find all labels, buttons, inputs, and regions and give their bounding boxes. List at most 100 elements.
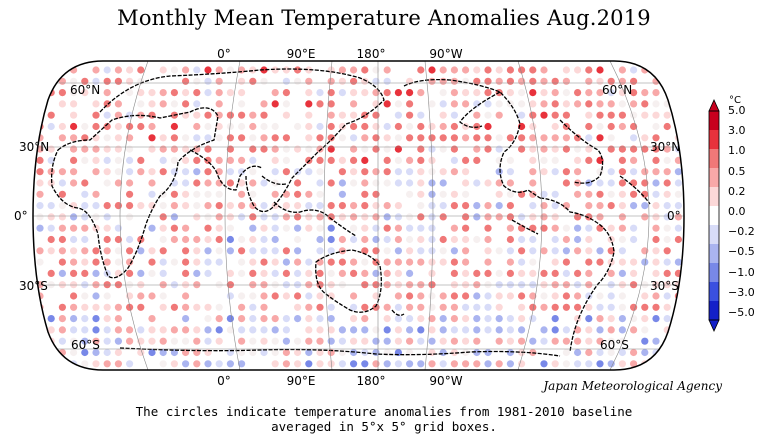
anomaly-circle xyxy=(271,348,279,357)
anomaly-circle xyxy=(182,360,190,368)
anomaly-circle xyxy=(36,202,44,210)
anomaly-circle xyxy=(450,348,458,357)
anomaly-circle xyxy=(417,145,425,153)
anomaly-circle xyxy=(81,247,89,255)
anomaly-circle xyxy=(170,360,178,368)
lat-label-left-30n: 30°N xyxy=(19,140,49,154)
anomaly-circle xyxy=(271,89,279,97)
anomaly-circle xyxy=(148,134,156,142)
anomaly-circle xyxy=(327,235,335,244)
anomaly-circle xyxy=(462,269,470,277)
anomaly-circle xyxy=(462,66,470,74)
anomaly-circle xyxy=(193,190,201,198)
anomaly-circle xyxy=(137,111,145,119)
anomaly-circle xyxy=(327,145,335,153)
anomaly-circle xyxy=(383,303,391,311)
anomaly-circle xyxy=(137,303,145,311)
anomaly-circle xyxy=(417,168,425,176)
anomaly-circle xyxy=(551,269,559,277)
anomaly-circle xyxy=(327,202,335,210)
anomaly-circle xyxy=(260,269,268,277)
anomaly-circle xyxy=(327,269,335,277)
anomaly-circle xyxy=(361,145,369,153)
anomaly-circle xyxy=(47,202,55,210)
anomaly-circle xyxy=(58,100,66,108)
anomaly-circle xyxy=(226,111,234,119)
anomaly-circle xyxy=(137,247,145,255)
anomaly-circle xyxy=(562,224,571,232)
anomaly-circle xyxy=(47,168,55,176)
anomaly-circle xyxy=(641,292,649,300)
anomaly-circle xyxy=(70,269,78,277)
anomaly-circle xyxy=(462,100,470,108)
anomaly-circle xyxy=(574,168,582,176)
anomaly-circle xyxy=(361,235,369,244)
anomaly-circle xyxy=(529,179,537,187)
anomaly-circle xyxy=(428,77,436,85)
anomaly-circle xyxy=(428,122,436,131)
anomaly-circle xyxy=(58,315,66,323)
anomaly-circle xyxy=(439,190,447,198)
anomaly-circle xyxy=(663,111,671,119)
anomaly-circle xyxy=(652,190,660,198)
anomaly-circle xyxy=(249,326,257,334)
anomaly-circle xyxy=(81,315,89,323)
anomaly-circle xyxy=(428,213,436,221)
anomaly-circle xyxy=(596,303,604,311)
anomaly-circle xyxy=(518,100,526,108)
anomaly-circle xyxy=(462,179,470,187)
anomaly-circle xyxy=(473,145,481,153)
anomaly-circle xyxy=(372,247,380,255)
anomaly-circle xyxy=(327,303,335,311)
anomaly-circle xyxy=(350,224,358,232)
anomaly-circle xyxy=(103,247,111,255)
anomaly-circle xyxy=(327,315,335,323)
anomaly-circle xyxy=(518,360,526,368)
anomaly-circle xyxy=(58,337,66,345)
anomaly-circle xyxy=(294,77,302,85)
anomaly-circle xyxy=(551,145,559,153)
anomaly-circle xyxy=(47,179,55,187)
anomaly-circle xyxy=(618,190,627,198)
anomaly-circle xyxy=(159,145,167,153)
anomaly-circle xyxy=(204,337,212,345)
anomaly-circle xyxy=(417,303,425,311)
anomaly-circle xyxy=(238,111,246,119)
anomaly-circle xyxy=(462,337,470,345)
anomaly-circle xyxy=(417,89,425,97)
anomaly-circle xyxy=(495,303,503,311)
anomaly-circle xyxy=(103,168,111,176)
anomaly-circle xyxy=(473,122,481,131)
anomaly-circle xyxy=(450,122,458,131)
anomaly-circle xyxy=(182,337,190,345)
anomaly-circle xyxy=(316,326,324,334)
anomaly-circle xyxy=(47,315,55,323)
anomaly-circle xyxy=(350,213,358,221)
anomaly-circle xyxy=(316,337,324,345)
anomaly-circle xyxy=(596,66,604,74)
anomaly-circle xyxy=(428,190,436,198)
anomaly-circle xyxy=(551,337,559,345)
anomaly-circle xyxy=(327,292,335,300)
anomaly-circle xyxy=(428,303,436,311)
legend-swatch xyxy=(709,282,719,302)
anomaly-circle xyxy=(204,179,212,187)
anomaly-circle xyxy=(585,269,593,277)
anomaly-circle xyxy=(126,66,134,74)
lat-label-left-60n: 60°N xyxy=(70,83,100,97)
anomaly-circle xyxy=(148,89,156,97)
anomaly-circle xyxy=(383,134,391,142)
anomaly-circle xyxy=(47,235,55,244)
graticule xyxy=(33,61,684,370)
anomaly-circle xyxy=(607,224,615,232)
anomaly-circle xyxy=(372,190,380,198)
anomaly-circle xyxy=(350,326,358,334)
anomaly-circle xyxy=(585,156,593,164)
anomaly-circle xyxy=(372,326,380,334)
anomaly-circle xyxy=(226,247,234,255)
anomaly-circle xyxy=(484,360,492,368)
anomaly-circle xyxy=(103,202,111,210)
anomaly-circle xyxy=(652,156,660,164)
anomaly-circle xyxy=(114,269,122,277)
anomaly-circle xyxy=(540,190,548,198)
